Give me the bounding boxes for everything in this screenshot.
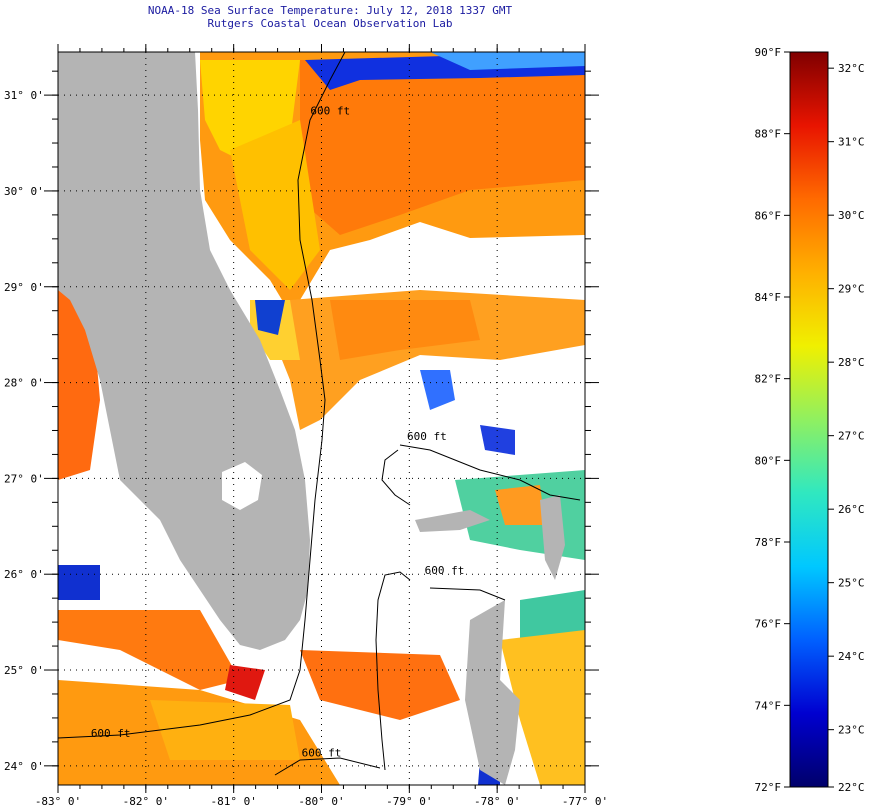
colorbar-c-label: 29°C bbox=[838, 283, 865, 296]
lon-label: -83° 0' bbox=[35, 795, 81, 808]
lat-label: 24° 0' bbox=[4, 760, 44, 773]
longitude-labels: -83° 0' -82° 0' -81° 0' -80° 0' -79° 0' -78° … bbox=[35, 795, 608, 808]
contour-label: 600 ft bbox=[407, 430, 447, 443]
colorbar-f-label: 74°F bbox=[755, 699, 782, 712]
graticule bbox=[44, 44, 599, 793]
lat-label: 26° 0' bbox=[4, 568, 44, 581]
colorbar-c-label: 27°C bbox=[838, 430, 865, 443]
lon-label: -80° 0' bbox=[298, 795, 344, 808]
colorbar-c-label: 26°C bbox=[838, 503, 865, 516]
lat-label: 28° 0' bbox=[4, 377, 44, 390]
contour-label: 600 ft bbox=[425, 564, 465, 577]
lat-label: 27° 0' bbox=[4, 472, 44, 485]
colorbar-f-label: 72°F bbox=[755, 781, 782, 794]
colorbar-c-label: 22°C bbox=[838, 781, 865, 794]
lon-label: -81° 0' bbox=[210, 795, 256, 808]
lat-label: 29° 0' bbox=[4, 281, 44, 294]
map-title: NOAA-18 Sea Surface Temperature: July 12… bbox=[120, 4, 540, 30]
title-line-1: NOAA-18 Sea Surface Temperature: July 12… bbox=[147, 4, 513, 17]
colorbar-celsius-labels: 32°C 31°C 30°C 29°C 28°C 27°C 26°C 25°C 24°C 23°C… bbox=[828, 62, 865, 794]
colorbar-c-label: 32°C bbox=[838, 62, 865, 75]
colorbar-f-label: 82°F bbox=[755, 373, 782, 386]
latitude-labels: 24° 0' 25° 0' 26° 0' 27° 0' 28° 0' 29° 0' 30° … bbox=[4, 89, 44, 773]
colorbar-c-label: 24°C bbox=[838, 650, 865, 663]
lon-label: -82° 0' bbox=[123, 795, 169, 808]
sst-field bbox=[58, 52, 585, 785]
colorbar-f-label: 78°F bbox=[755, 536, 782, 549]
colorbar-c-label: 30°C bbox=[838, 209, 865, 222]
lat-label: 31° 0' bbox=[4, 89, 44, 102]
colorbar-c-label: 25°C bbox=[838, 577, 865, 590]
contour-label: 600 ft bbox=[302, 746, 342, 759]
colorbar-c-label: 23°C bbox=[838, 724, 865, 737]
lat-label: 25° 0' bbox=[4, 664, 44, 677]
contour-labels: 600 ft 600 ft 600 ft 600 ft 600 ft bbox=[91, 104, 465, 759]
lon-label: -77° 0' bbox=[562, 795, 608, 808]
colorbar-f-label: 88°F bbox=[755, 128, 782, 141]
lon-label: -79° 0' bbox=[386, 795, 432, 808]
contour-label: 600 ft bbox=[310, 104, 350, 117]
colorbar-f-label: 84°F bbox=[755, 291, 782, 304]
lon-label: -78° 0' bbox=[474, 795, 520, 808]
colorbar-c-label: 31°C bbox=[838, 136, 865, 149]
colorbar-f-label: 86°F bbox=[755, 209, 782, 222]
colorbar-fahrenheit-labels: 90°F 88°F 86°F 84°F 82°F 80°F 78°F 76°F 74°F 72°F bbox=[755, 46, 790, 794]
colorbar-f-label: 76°F bbox=[755, 618, 782, 631]
colorbar-c-label: 28°C bbox=[838, 356, 865, 369]
contour-label: 600 ft bbox=[91, 727, 131, 740]
title-line-2: Rutgers Coastal Ocean Observation Lab bbox=[207, 17, 453, 30]
colorbar bbox=[789, 51, 829, 788]
colorbar-f-label: 90°F bbox=[755, 46, 782, 59]
colorbar-f-label: 80°F bbox=[755, 454, 782, 467]
lat-label: 30° 0' bbox=[4, 185, 44, 198]
